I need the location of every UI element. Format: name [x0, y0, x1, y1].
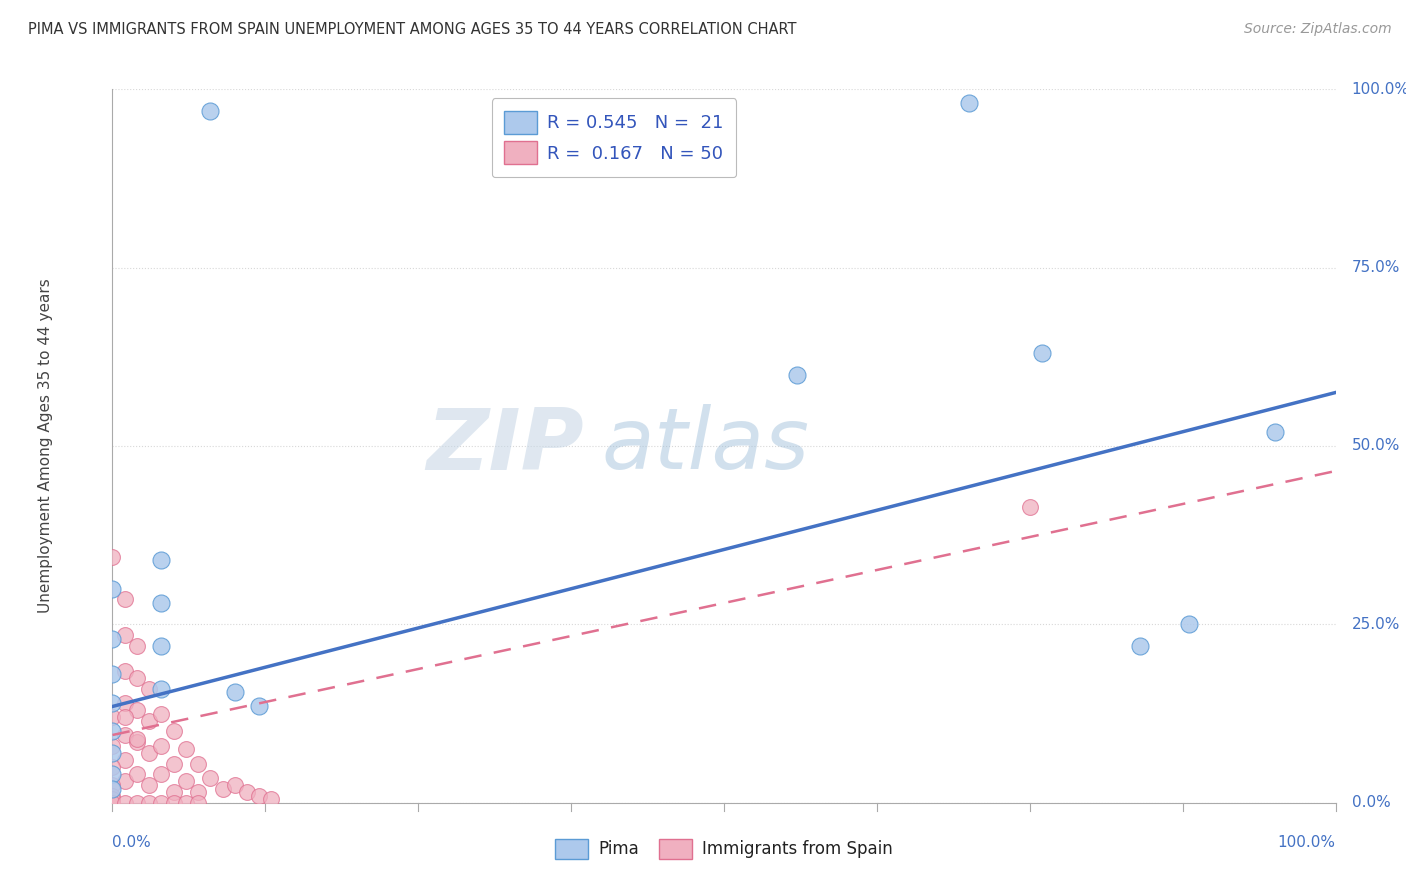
Point [187, 785, 209, 799]
Text: 0.0%: 0.0% [112, 835, 152, 850]
Point [236, 785, 259, 799]
Point [125, 796, 148, 810]
Point [114, 664, 136, 678]
Text: 75.0%: 75.0% [1351, 260, 1400, 275]
Point [101, 739, 124, 753]
Point [114, 796, 136, 810]
Point [101, 696, 124, 710]
Point [125, 767, 148, 781]
Point [101, 796, 124, 810]
Point [150, 553, 173, 567]
Point [101, 632, 124, 646]
Point [174, 796, 197, 810]
Point [101, 582, 124, 596]
Point [114, 628, 136, 642]
Point [101, 767, 124, 781]
Point [101, 760, 124, 774]
Point [1178, 617, 1201, 632]
Point [200, 771, 222, 785]
Point [150, 796, 173, 810]
Point [1031, 346, 1053, 360]
Point [211, 781, 233, 796]
Point [174, 774, 197, 789]
Point [114, 710, 136, 724]
Point [150, 596, 173, 610]
Point [163, 785, 186, 799]
Point [150, 767, 173, 781]
Text: ZIP: ZIP [426, 404, 583, 488]
Point [138, 796, 160, 810]
Text: 25.0%: 25.0% [1351, 617, 1400, 632]
Point [114, 774, 136, 789]
Point [101, 781, 124, 796]
Point [150, 706, 173, 721]
Text: Unemployment Among Ages 35 to 44 years: Unemployment Among Ages 35 to 44 years [38, 278, 52, 614]
Point [224, 778, 246, 792]
Text: 50.0%: 50.0% [1351, 439, 1400, 453]
Legend: Pima, Immigrants from Spain: Pima, Immigrants from Spain [548, 832, 900, 866]
Point [101, 667, 124, 681]
Point [1018, 500, 1040, 514]
Point [114, 696, 136, 710]
Point [786, 368, 808, 382]
Point [150, 739, 173, 753]
Text: 100.0%: 100.0% [1278, 835, 1336, 850]
Point [224, 685, 246, 699]
Point [125, 639, 148, 653]
Text: 100.0%: 100.0% [1351, 82, 1406, 96]
Point [114, 728, 136, 742]
Text: 0.0%: 0.0% [1351, 796, 1391, 810]
Point [247, 789, 270, 803]
Point [101, 789, 124, 803]
Point [187, 796, 209, 810]
Point [125, 735, 148, 749]
Point [138, 746, 160, 760]
Point [101, 710, 124, 724]
Point [101, 724, 124, 739]
Point [101, 549, 124, 564]
Point [101, 778, 124, 792]
Point [1264, 425, 1286, 439]
Point [125, 671, 148, 685]
Point [260, 792, 283, 806]
Text: atlas: atlas [602, 404, 810, 488]
Point [163, 756, 186, 771]
Point [138, 681, 160, 696]
Point [125, 703, 148, 717]
Text: Source: ZipAtlas.com: Source: ZipAtlas.com [1244, 22, 1392, 37]
Point [150, 639, 173, 653]
Point [1129, 639, 1152, 653]
Point [163, 724, 186, 739]
Point [163, 796, 186, 810]
Point [114, 592, 136, 607]
Point [200, 103, 222, 118]
Point [957, 96, 980, 111]
Point [150, 681, 173, 696]
Point [114, 753, 136, 767]
Point [174, 742, 197, 756]
Point [125, 731, 148, 746]
Point [247, 699, 270, 714]
Point [101, 746, 124, 760]
Point [101, 792, 124, 806]
Point [187, 756, 209, 771]
Point [138, 714, 160, 728]
Text: PIMA VS IMMIGRANTS FROM SPAIN UNEMPLOYMENT AMONG AGES 35 TO 44 YEARS CORRELATION: PIMA VS IMMIGRANTS FROM SPAIN UNEMPLOYME… [28, 22, 797, 37]
Point [138, 778, 160, 792]
